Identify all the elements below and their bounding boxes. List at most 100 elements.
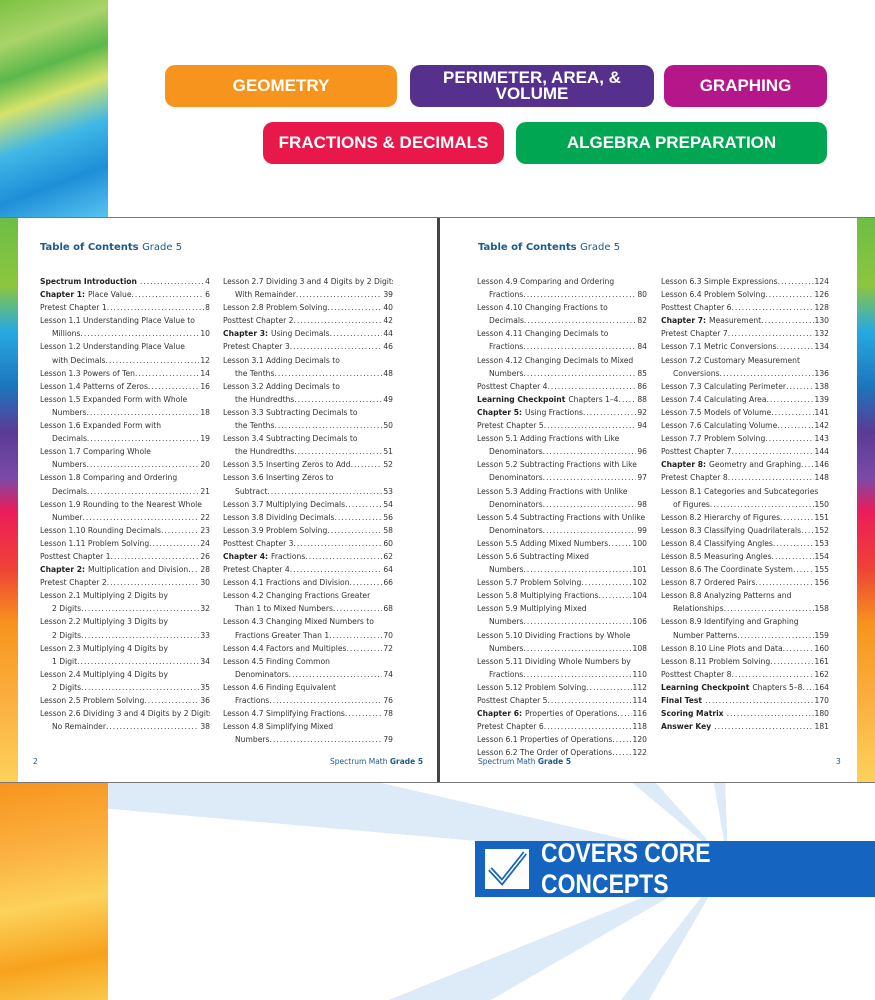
toc-entry: Decimals 19 [40, 432, 210, 445]
dot-leader [523, 668, 631, 681]
toc-entry: Pretest Chapter 5 94 [477, 419, 647, 432]
toc-entry-title: Lesson 5.5 Adding Mixed Numbers [477, 538, 609, 548]
toc-page-number: 74 [383, 669, 393, 679]
toc-entry-title: Lesson 3.5 Inserting Zeros to Add [223, 460, 351, 470]
dot-leader [140, 275, 204, 288]
toc-page-number: 153 [814, 538, 830, 548]
toc-entry: Lesson 5.2 Subtracting Fractions with Li… [477, 458, 647, 471]
toc-entry-title: Lesson 1.7 Comparing Whole [40, 447, 151, 457]
dot-leader [586, 681, 631, 694]
toc-entry-title: Lesson 1.9 Rounding to the Nearest Whole [40, 499, 202, 509]
toc-entry-title: Lesson 2.8 Problem Solving [223, 303, 328, 313]
toc-entry: Pretest Chapter 3 46 [223, 340, 393, 353]
toc-entry: Numbers 85 [477, 367, 647, 380]
toc-page-number: 116 [632, 709, 648, 719]
toc-entry-title: Lesson 7.7 Problem Solving [661, 434, 766, 444]
toc-entry-continuation: Fractions Greater Than 1 [235, 630, 330, 640]
toc-entry: Lesson 8.5 Measuring Angles 154 [661, 550, 829, 563]
toc-entry-continuation: the Hundredths [235, 394, 295, 404]
toc-entry-continuation: No Remainder [52, 722, 106, 732]
toc-entry: Lesson 4.4 Factors and Multiples 72 [223, 642, 393, 655]
dot-leader [765, 432, 813, 445]
dot-leader [523, 340, 636, 353]
toc-page-number: 18 [200, 407, 210, 417]
toc-entry-title: Lesson 5.1 Adding Fractions with Like [477, 434, 620, 444]
dot-leader [770, 655, 813, 668]
toc-page-number: 82 [637, 316, 647, 326]
toc-entry: Lesson 8.3 Classifying Quadrilaterals 152 [661, 524, 829, 537]
toc-entry: the Tenths 50 [223, 419, 393, 432]
dot-leader [296, 288, 382, 301]
toc-entry-title: Measurement [709, 316, 762, 326]
toc-entry-title: Lesson 1.5 Expanded Form with Whole [40, 394, 188, 404]
toc-entry-bold: Chapter 6: [477, 709, 523, 719]
dot-leader [755, 576, 813, 589]
toc-entry-title: Lesson 5.4 Subtracting Fractions with Un… [477, 512, 646, 522]
toc-entry-title: Lesson 8.1 Categories and Subcategories [661, 486, 819, 496]
toc-entry: Lesson 5.1 Adding Fractions with Like [477, 432, 647, 445]
toc-entry-title: Lesson 8.2 Hierarchy of Figures [661, 512, 781, 522]
book-gutter [437, 218, 440, 782]
toc-entry-continuation: Numbers [52, 407, 87, 417]
toc-entry-continuation: Denominators [235, 669, 289, 679]
toc-entry: Lesson 2.7 Dividing 3 and 4 Digits by 2 … [223, 275, 393, 288]
toc-entry: Lesson 5.7 Problem Solving 102 [477, 576, 647, 589]
toc-entry-bold: Final Test [661, 696, 703, 705]
toc-entry-title: Posttest Chapter 2 [223, 316, 294, 326]
toc-page-number: 158 [814, 604, 830, 614]
dot-leader [727, 707, 814, 720]
toc-entry: with Decimals 12 [40, 354, 210, 367]
dot-leader [612, 733, 631, 746]
decorative-color-strip-bottom [0, 783, 108, 1000]
toc-page-number: 58 [383, 525, 393, 535]
toc-page-number: 19 [200, 434, 210, 444]
toc-entry-title: Lesson 5.12 Problem Solving [477, 682, 587, 692]
toc-page-number: 85 [637, 368, 647, 378]
checkmark-icon [485, 849, 529, 889]
toc-entry: Lesson 4.3 Changing Mixed Numbers to [223, 615, 393, 628]
toc-entry: 2 Digits 35 [40, 681, 210, 694]
toc-entry-title: Lesson 4.3 Changing Mixed Numbers to [223, 617, 374, 627]
toc-entry: Millions 10 [40, 327, 210, 340]
toc-entry-continuation: Denominators [489, 499, 543, 509]
toc-entry-title: Using Fractions [525, 407, 583, 417]
dot-leader [345, 707, 382, 720]
toc-entry-continuation: Number [52, 512, 83, 522]
toc-page-number: 143 [814, 434, 830, 444]
toc-entry-title: Lesson 2.3 Multiplying 4 Digits by [40, 643, 168, 653]
toc-page-number: 79 [383, 735, 393, 745]
dot-leader [144, 694, 199, 707]
toc-entry-title: Lesson 2.4 Multiplying 4 Digits by [40, 669, 168, 679]
toc-entry: Chapter 7:Measurement 130 [661, 314, 829, 327]
toc-entry: Lesson 5.8 Multiplying Fractions 104 [477, 589, 647, 602]
toc-entry-title: Lesson 5.9 Multiplying Mixed [477, 604, 587, 614]
toc-page-number: 180 [814, 709, 830, 719]
toc-entry-continuation: Numbers [489, 617, 524, 627]
dot-leader [543, 471, 637, 484]
dot-leader [351, 458, 383, 471]
toc-page-number: 144 [814, 447, 830, 457]
toc-page-number: 38 [200, 722, 210, 732]
toc-entry: Lesson 1.11 Problem Solving 24 [40, 537, 210, 550]
topic-fractions-decimals: FRACTIONS & DECIMALS [263, 122, 504, 164]
toc-entry: Numbers 18 [40, 406, 210, 419]
toc-entry: Posttest Chapter 6 128 [661, 301, 829, 314]
toc-page-number: 162 [814, 669, 830, 679]
dot-leader [81, 629, 199, 642]
toc-entry: Answer Key 181 [661, 720, 829, 733]
toc-page-number: 56 [383, 512, 393, 522]
dot-leader [330, 327, 383, 340]
dot-leader [761, 314, 813, 327]
dot-leader [765, 288, 813, 301]
dot-leader [188, 563, 199, 576]
toc-entry-continuation: Decimals [489, 316, 524, 326]
toc-entry-continuation: Subtract [235, 486, 268, 496]
dot-leader [523, 615, 631, 628]
dot-leader [86, 458, 199, 471]
toc-entry-title: Lesson 6.3 Simple Expressions [661, 277, 778, 286]
toc-entry-title: Lesson 4.10 Changing Fractions to [477, 303, 608, 313]
dot-leader [543, 498, 637, 511]
dot-leader [548, 694, 632, 707]
toc-page-number: 136 [814, 368, 830, 378]
toc-page-number: 164 [814, 682, 830, 692]
